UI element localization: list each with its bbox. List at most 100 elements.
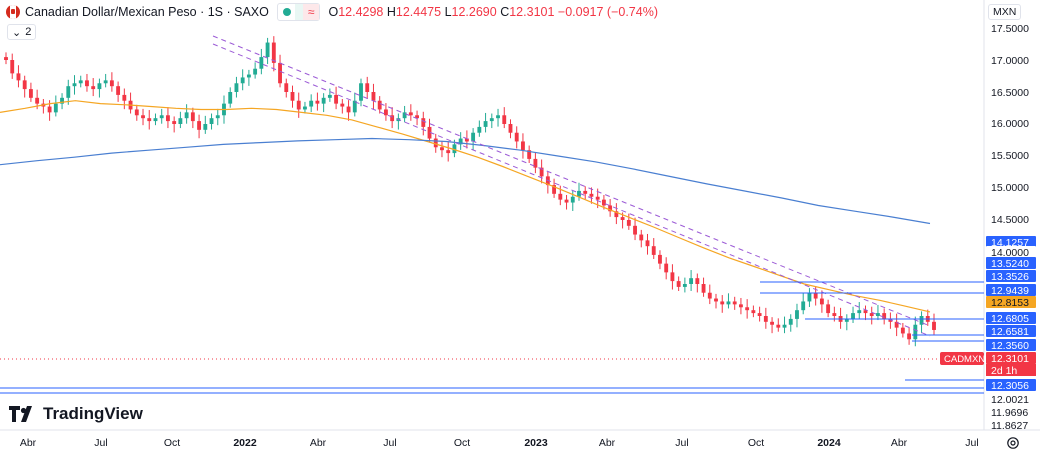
- candle-body: [776, 324, 781, 328]
- candle-body: [334, 94, 339, 104]
- candle-body: [4, 57, 8, 60]
- trendline-upper[interactable]: [212, 35, 931, 327]
- symbol-tag-label: CADMXN: [944, 354, 985, 365]
- candle-body: [539, 167, 544, 177]
- wave-icon: ≈: [302, 4, 320, 20]
- candle-body: [153, 118, 158, 122]
- x-tick-label: Jul: [383, 437, 396, 449]
- candle-body: [309, 100, 314, 107]
- candle-body: [570, 196, 575, 203]
- candle-body: [514, 132, 519, 142]
- candle-body: [66, 86, 71, 98]
- candle-body: [178, 118, 183, 124]
- candle-body: [352, 100, 357, 113]
- candle-body: [763, 316, 768, 322]
- candle-body: [446, 150, 451, 154]
- candle-body: [290, 92, 295, 101]
- candle-body: [147, 118, 152, 122]
- high-value: 12.4475: [395, 5, 442, 19]
- y-tick-label: 17.5000: [991, 23, 1029, 35]
- candle-body: [228, 92, 233, 104]
- candle-body: [60, 97, 64, 104]
- change-value: −0.0917 (−0.74%): [557, 5, 658, 19]
- candle-body: [645, 240, 650, 247]
- candle-body: [421, 118, 426, 127]
- indicator-count: 2: [25, 26, 32, 38]
- x-tick-label: 2023: [524, 437, 548, 449]
- candle-body: [97, 83, 102, 90]
- gear-icon[interactable]: [1006, 436, 1020, 450]
- candle-body: [85, 80, 89, 87]
- symbol-tag-bg[interactable]: [940, 352, 984, 365]
- candle-body: [141, 115, 145, 119]
- candle-body: [53, 103, 58, 113]
- tradingview-logo-icon: [9, 406, 32, 422]
- candle-body: [626, 220, 631, 226]
- candle-body: [271, 42, 276, 63]
- price-tag-bg: [986, 246, 1036, 258]
- candle-body: [876, 313, 880, 316]
- candle-body: [720, 301, 725, 305]
- price-tag-label: 12.3560: [991, 340, 1029, 352]
- candle-body: [664, 263, 669, 273]
- x-tick-label: Jul: [675, 437, 688, 449]
- candle-body: [390, 115, 395, 122]
- candle-body: [558, 193, 563, 200]
- x-tick-label: 2022: [233, 437, 257, 449]
- trendline-lower[interactable]: [212, 43, 931, 337]
- candle-body: [745, 307, 750, 311]
- candle-body: [932, 321, 936, 330]
- candle-body: [857, 310, 862, 314]
- currency-selector[interactable]: MXN: [988, 4, 1022, 20]
- candle-body: [265, 42, 270, 58]
- status-pill[interactable]: ≈: [276, 3, 321, 21]
- candle-body: [215, 115, 220, 119]
- price-tag-bg: [986, 296, 1036, 308]
- candle-body: [477, 126, 482, 133]
- candle-body: [415, 115, 419, 119]
- tradingview-logo[interactable]: TradingView: [9, 404, 143, 424]
- price-tag-bg: [986, 236, 1036, 248]
- candle-body: [595, 196, 600, 200]
- price-tag-bg: [986, 339, 1036, 351]
- candle-body: [651, 246, 656, 255]
- candle-body: [751, 310, 756, 314]
- candle-body: [16, 73, 21, 81]
- candle-body: [483, 121, 488, 127]
- candle-body: [240, 77, 245, 84]
- candle-body: [340, 103, 345, 107]
- pill-separator: [294, 4, 303, 20]
- y-tick-label: 15.0000: [991, 182, 1029, 194]
- candle-body: [620, 217, 625, 220]
- x-tick-label: Jul: [965, 437, 978, 449]
- candle-body: [377, 100, 382, 110]
- x-tick-label: 2024: [817, 437, 841, 449]
- ohlc-values: O12.4298 H12.4475 L12.2690 C12.3101 −0.0…: [328, 5, 658, 19]
- price-tag-bg: [986, 270, 1036, 282]
- candle-body: [552, 185, 557, 194]
- countdown-label: 2d 1h: [991, 365, 1017, 377]
- candle-body: [670, 272, 675, 282]
- candle-body: [383, 109, 388, 116]
- price-tag-bg: [986, 325, 1036, 337]
- ma50-line: [0, 100, 931, 313]
- candle-body: [246, 74, 251, 78]
- candle-body: [807, 292, 812, 302]
- candle-body: [28, 89, 33, 98]
- candle-body: [209, 118, 214, 124]
- symbol-title[interactable]: Canadian Dollar/Mexican Peso · 1S · SAXO: [25, 5, 269, 19]
- indicators-toggle-button[interactable]: ⌄ 2: [7, 24, 37, 40]
- candle-body: [315, 100, 320, 104]
- candle-body: [190, 112, 195, 122]
- candle-body: [869, 313, 874, 316]
- candle-body: [589, 193, 594, 197]
- x-tick-label: Oct: [748, 437, 764, 449]
- y-tick-label: 17.0000: [991, 55, 1029, 67]
- candle-body: [819, 298, 824, 305]
- candle-body: [35, 97, 40, 104]
- candle-body: [695, 278, 700, 284]
- market-status-icon: [282, 8, 291, 16]
- price-tag-bg: [986, 284, 1036, 296]
- candle-body: [782, 324, 787, 328]
